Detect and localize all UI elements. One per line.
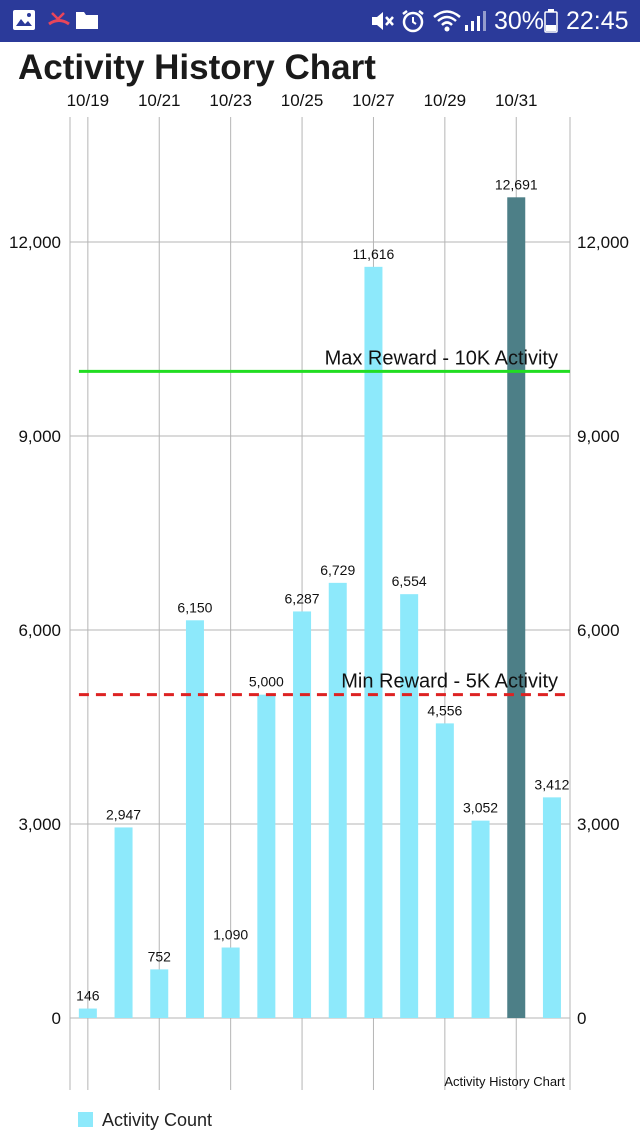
bar-data-label: 6,729 <box>320 562 355 578</box>
bar-data-label: 146 <box>76 988 100 1004</box>
bar <box>328 582 347 1018</box>
bar <box>507 197 526 1019</box>
bar-data-label: 4,556 <box>427 702 462 718</box>
y-tick-label-left: 12,000 <box>9 233 61 252</box>
y-tick-label-right: 6,000 <box>577 621 620 640</box>
bar <box>150 969 169 1018</box>
bar <box>221 947 240 1018</box>
x-tick-label: 10/25 <box>281 91 324 110</box>
bar-data-label: 12,691 <box>495 176 538 192</box>
bar <box>542 797 561 1018</box>
bar-data-label: 6,287 <box>285 590 320 606</box>
max-reward-label: Max Reward - 10K Activity <box>325 347 558 369</box>
bar-data-label: 1,090 <box>213 927 248 943</box>
legend-label: Activity Count <box>102 1110 213 1130</box>
x-tick-label: 10/31 <box>495 91 538 110</box>
x-tick-label: 10/27 <box>352 91 395 110</box>
missed-call-icon <box>47 9 71 36</box>
folder-icon <box>75 9 99 36</box>
bar <box>400 594 419 1018</box>
x-tick-label: 10/23 <box>209 91 252 110</box>
alarm-icon <box>400 9 426 38</box>
bar <box>435 723 454 1018</box>
battery-icon <box>544 9 558 38</box>
bar-data-label: 752 <box>148 948 172 964</box>
chart-description: Activity History Chart <box>444 1074 565 1089</box>
y-tick-label-right: 12,000 <box>577 233 629 252</box>
bar-data-label: 6,150 <box>177 599 212 615</box>
x-tick-label: 10/19 <box>67 91 110 110</box>
bar <box>114 827 133 1018</box>
clock-time: 22:45 <box>566 7 629 35</box>
y-tick-label-left: 9,000 <box>18 427 61 446</box>
bar <box>185 620 204 1018</box>
y-tick-label-right: 0 <box>577 1009 586 1028</box>
bar <box>471 820 490 1018</box>
x-tick-label: 10/29 <box>424 91 467 110</box>
battery-percentage: 30% <box>494 7 545 35</box>
bar-data-label: 3,052 <box>463 800 498 816</box>
bar <box>364 266 383 1018</box>
bar-data-label: 11,616 <box>353 246 395 262</box>
legend-swatch <box>78 1112 93 1127</box>
signal-icon <box>464 9 490 38</box>
bar-data-label: 6,554 <box>392 573 427 589</box>
bar-data-label: 5,000 <box>249 674 284 690</box>
min-reward-label: Min Reward - 5K Activity <box>341 671 558 693</box>
chart-title: Activity History Chart <box>18 48 376 87</box>
bar-data-label: 2,947 <box>106 806 141 822</box>
y-tick-label-right: 9,000 <box>577 427 620 446</box>
y-tick-label-left: 3,000 <box>18 815 61 834</box>
bar <box>78 1008 97 1018</box>
bar <box>293 611 312 1018</box>
y-tick-label-left: 6,000 <box>18 621 61 640</box>
wifi-icon <box>432 9 462 38</box>
bar-data-label: 3,412 <box>534 776 569 792</box>
y-tick-label-right: 3,000 <box>577 815 620 834</box>
gallery-icon <box>12 9 36 36</box>
bar <box>257 694 276 1018</box>
mute-icon <box>370 9 396 38</box>
x-tick-label: 10/21 <box>138 91 181 110</box>
status-bar: 30% 22:45 <box>0 0 640 42</box>
y-tick-label-left: 0 <box>52 1009 61 1028</box>
